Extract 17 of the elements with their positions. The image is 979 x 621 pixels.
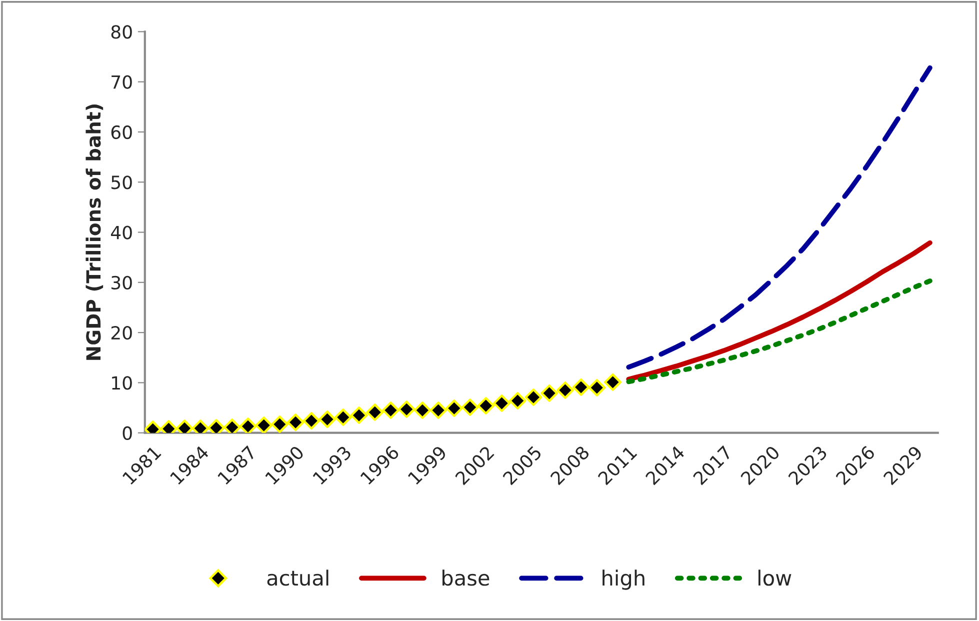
y-axis-title: NGDP (Trillions of baht) xyxy=(86,104,104,360)
legend-label: actual xyxy=(267,570,328,586)
y-tick-label: 30 xyxy=(111,276,132,290)
line-series xyxy=(626,240,932,382)
y-tick-label: 70 xyxy=(112,75,132,89)
y-tick-label: 80 xyxy=(111,25,132,39)
y-tick-label: 20 xyxy=(111,326,132,340)
legend-label: high xyxy=(602,570,644,590)
y-tick-label: 10 xyxy=(112,376,132,390)
legend-label: base xyxy=(442,570,490,586)
line-series xyxy=(626,278,932,384)
legend-label: low xyxy=(758,570,792,586)
y-tick-label: 40 xyxy=(110,226,132,240)
line-series xyxy=(626,65,932,370)
y-tick-label: 50 xyxy=(112,176,132,190)
y-tick-label: 0 xyxy=(122,426,132,440)
y-tick-label: 60 xyxy=(111,125,132,140)
